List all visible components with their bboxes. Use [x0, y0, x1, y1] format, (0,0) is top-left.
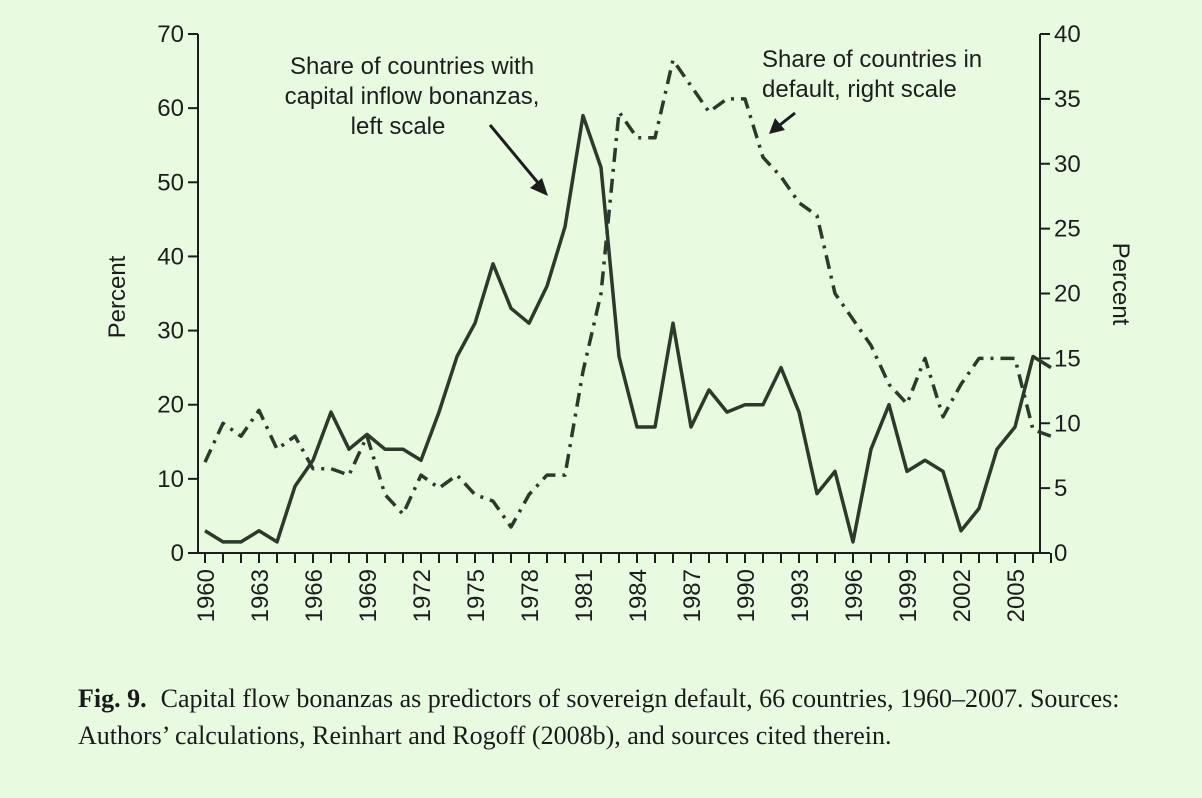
annotation-bonanza-arrow: [488, 124, 546, 191]
x-tick-label: 1960: [193, 569, 220, 622]
annotation-default-line1: Share of countries in: [762, 46, 982, 73]
annotation-bonanza-line1: Share of countries with: [290, 53, 534, 80]
annotation-bonanza-line3: left scale: [351, 113, 446, 140]
x-tick-label: 1993: [787, 569, 814, 622]
right-tick-label: 35: [1054, 86, 1081, 113]
x-tick-label: 2002: [949, 569, 976, 622]
right-tick-label: 25: [1054, 216, 1081, 243]
x-tick-label: 1987: [679, 569, 706, 622]
annotation-default-arrowhead-icon: [769, 118, 785, 134]
left-tick-label: 30: [157, 318, 184, 345]
left-tick-label: 40: [157, 243, 184, 270]
x-tick-label: 1966: [301, 569, 328, 622]
left-axis-label: Percent: [104, 255, 131, 338]
annotation-default-line2: default, right scale: [762, 76, 957, 103]
x-tick-label: 1975: [463, 569, 490, 622]
annotations: Share of countries with capital inflow b…: [285, 46, 982, 196]
x-tick-label: 1990: [733, 569, 760, 622]
x-tick-label: 1999: [895, 569, 922, 622]
left-tick-label: 20: [157, 392, 184, 419]
right-axis-ticks: 0 5 10 15 20 25 30 35 40: [1040, 21, 1081, 567]
x-tick-label: 1978: [517, 569, 544, 622]
caption-text: Capital flow bonanzas as predictors of s…: [78, 684, 1120, 750]
x-axis-ticks: 1960 1963 1966 1969 1972 1975 1978 1981 1984 1987…: [193, 553, 1052, 622]
right-tick-label: 0: [1054, 540, 1067, 567]
axes: [197, 34, 1041, 554]
x-tick-label: 1972: [409, 569, 436, 622]
left-tick-label: 0: [171, 540, 184, 567]
x-tick-label: 1996: [841, 569, 868, 622]
x-tick-label: 2005: [1003, 569, 1030, 622]
left-tick-label: 10: [157, 466, 184, 493]
left-tick-label: 50: [157, 169, 184, 196]
right-tick-label: 30: [1054, 151, 1081, 178]
x-tick-label: 1981: [571, 569, 598, 622]
annotation-bonanza-line2: capital inflow bonanzas,: [285, 83, 540, 110]
right-tick-label: 5: [1054, 475, 1067, 502]
left-axis-ticks: 0 10 20 30 40 50 60 70: [157, 21, 198, 567]
x-tick-label: 1963: [247, 569, 274, 622]
left-tick-label: 60: [157, 95, 184, 122]
right-tick-label: 15: [1054, 345, 1081, 372]
series-bonanza-line: [204, 113, 1052, 544]
right-tick-label: 20: [1054, 281, 1081, 308]
x-tick-label: 1969: [355, 569, 382, 622]
series-group: [203, 58, 1052, 544]
left-tick-label: 70: [157, 21, 184, 48]
right-tick-label: 40: [1054, 21, 1081, 48]
series-default-line: [203, 58, 1052, 529]
figure-label: Fig. 9.: [78, 684, 147, 713]
figure-caption: Fig. 9. Capital flow bonanzas as predicto…: [78, 680, 1158, 754]
x-tick-label: 1984: [625, 569, 652, 622]
annotation-bonanza-arrowhead-icon: [530, 178, 548, 196]
right-axis-label: Percent: [1107, 243, 1134, 326]
right-tick-label: 10: [1054, 410, 1081, 437]
